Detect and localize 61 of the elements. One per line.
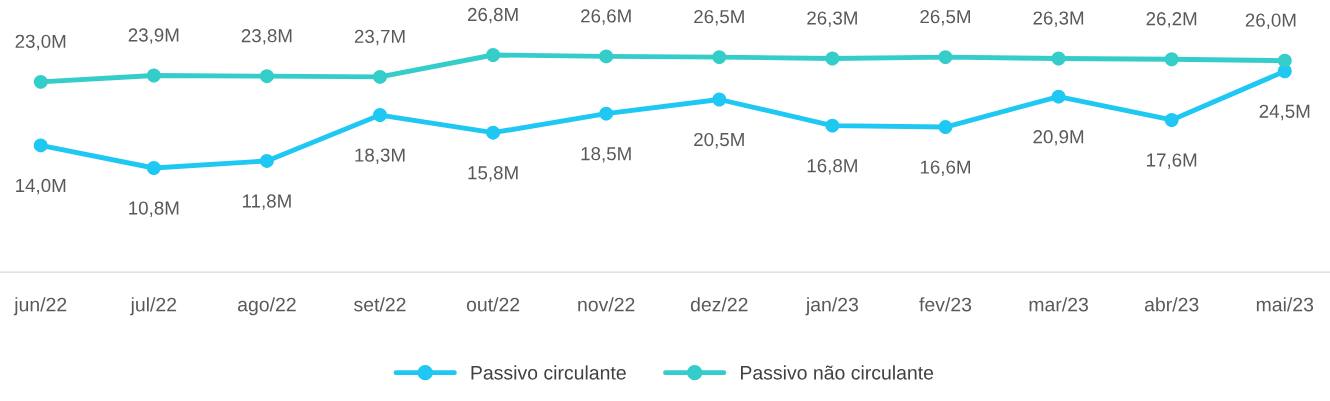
data-label: 14,0M	[16, 178, 66, 195]
point	[1277, 53, 1292, 68]
data-label: 20,5M	[694, 132, 744, 149]
data-label: 26,0M	[1245, 13, 1296, 30]
point	[259, 69, 274, 84]
point	[146, 68, 161, 83]
x-tick-label: dez/22	[690, 297, 748, 312]
point	[1051, 89, 1066, 104]
point	[599, 106, 614, 121]
x-tick-label: jan/23	[805, 297, 859, 316]
data-label: 18,5M	[581, 147, 631, 163]
point	[1051, 51, 1066, 66]
data-label: 10,8M	[129, 201, 179, 217]
point	[33, 74, 48, 89]
point	[599, 49, 614, 64]
point	[146, 161, 161, 175]
point	[373, 69, 387, 84]
data-label: 11,8M	[242, 194, 291, 210]
data-label: 23,9M	[128, 28, 179, 44]
data-label: 18,3M	[355, 148, 405, 164]
data-label: 26,5M	[920, 9, 970, 26]
point	[486, 48, 501, 62]
data-label: 26,5M	[694, 9, 744, 26]
point	[712, 92, 727, 107]
data-label: 23,7M	[354, 29, 405, 46]
point	[259, 153, 274, 168]
data-label: 26,2M	[1146, 12, 1197, 28]
legend-label: Passivo circulante	[471, 365, 626, 380]
data-label: 26,6M	[581, 9, 631, 25]
data-label: 23,8M	[241, 29, 292, 45]
legend-label: Passivo não circulante	[741, 365, 934, 380]
point	[1164, 52, 1179, 67]
point	[825, 118, 840, 133]
point	[825, 51, 840, 66]
data-label: 16,6M	[920, 160, 970, 176]
data-label: 26,8M	[467, 7, 518, 24]
x-tick-label: abr/23	[1144, 297, 1199, 312]
data-label: 17,6M	[1147, 153, 1197, 169]
x-tick-label: jul/22	[130, 297, 177, 316]
x-tick-label: fev/23	[919, 297, 972, 312]
data-label: 26,3M	[807, 11, 857, 27]
x-tick-label: ago/22	[238, 297, 296, 316]
point	[1164, 113, 1179, 127]
point	[33, 138, 48, 153]
data-label: 23,0M	[15, 34, 66, 51]
x-tick-label: jun/22	[13, 297, 67, 316]
x-tick-label: out/22	[466, 297, 520, 312]
data-label: 20,9M	[1033, 130, 1084, 146]
data-label: 24,5M	[1259, 104, 1310, 121]
data-label: 16,8M	[807, 159, 857, 175]
x-tick-label: set/22	[354, 297, 406, 312]
x-tick-label: nov/22	[578, 297, 635, 312]
x-tick-label: mai/23	[1256, 297, 1314, 312]
point	[938, 50, 953, 65]
data-label: 26,3M	[1033, 11, 1084, 27]
data-label: 15,8M	[468, 166, 518, 182]
point	[486, 125, 501, 140]
point	[712, 50, 727, 65]
x-tick-label: mar/23	[1029, 297, 1088, 312]
point	[373, 108, 387, 122]
point	[938, 120, 953, 134]
